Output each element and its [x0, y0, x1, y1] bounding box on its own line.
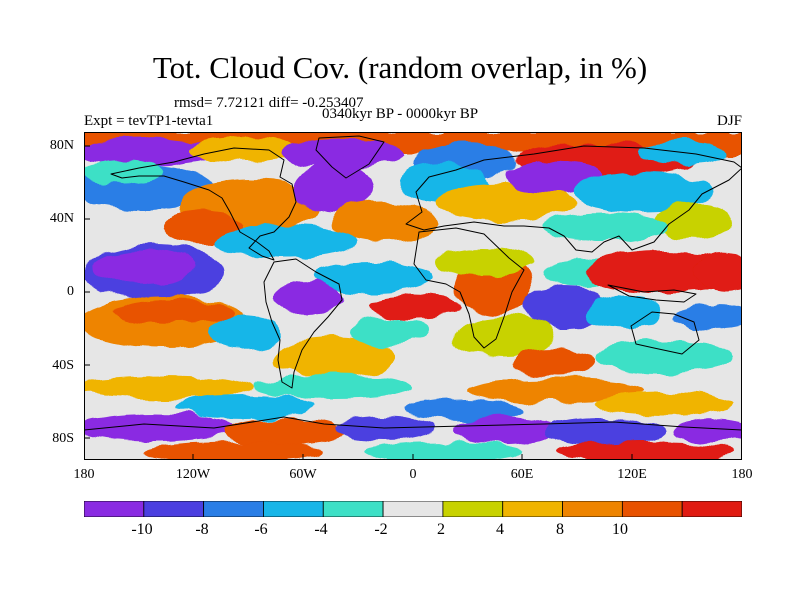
colorbar-swatch: [442, 501, 504, 517]
colorbar-swatch: [681, 501, 742, 517]
colorbar-label: 10: [612, 521, 628, 538]
colorbar-swatch: [382, 501, 444, 517]
colorbar-swatch: [263, 501, 324, 517]
rmsd-diff-stats: rmsd= 7.72121 diff= -0.253407: [174, 95, 364, 111]
indonesia-coast: [607, 284, 697, 303]
colorbar-label: -10: [131, 521, 153, 538]
colorbar-swatch: [84, 501, 145, 517]
colorbar-swatch: [562, 501, 623, 517]
africa-coast: [413, 227, 525, 349]
colorbar-swatch: [502, 501, 563, 517]
coastlines: [84, 135, 742, 431]
lat-tick-label: 0: [67, 284, 74, 299]
colorbar-label: 8: [556, 521, 564, 538]
colorbar-swatch: [322, 501, 384, 517]
lon-tick-label: 60E: [510, 467, 534, 482]
lat-tick-label: 40N: [49, 211, 74, 226]
plot-title: Tot. Cloud Cov. (random overlap, in %): [152, 50, 648, 85]
lon-tick-label: 60W: [289, 467, 317, 482]
colorbar: [84, 501, 742, 517]
colorbar-label: -8: [195, 521, 209, 538]
cloud-anomaly-field: [84, 132, 742, 460]
cloud-cover-map: [84, 132, 742, 460]
colorbar-label: 2: [437, 521, 445, 538]
colorbar-label: -2: [374, 521, 388, 538]
colorbar-swatch: [203, 501, 264, 517]
australia-coast: [630, 311, 700, 355]
colorbar-label: 4: [496, 521, 504, 538]
colorbar-label: -6: [254, 521, 268, 538]
axis-ticks: [84, 145, 633, 460]
lat-tick-label: 80S: [52, 431, 74, 446]
lon-tick-label: 120E: [617, 467, 647, 482]
experiment-label: Expt = tevTP1-tevta1: [84, 113, 214, 129]
time-period-label: 0340kyr BP - 0000kyr BP: [322, 106, 479, 122]
greenland-coast: [315, 135, 385, 179]
lon-tick-label: 180: [731, 467, 753, 482]
north-america-coast: [110, 147, 297, 261]
lon-tick-label: 180: [73, 467, 95, 482]
south-america-coast: [263, 258, 343, 389]
eurasia-coast: [405, 145, 742, 253]
season-label: DJF: [716, 113, 742, 129]
colorbar-label: -4: [314, 521, 328, 538]
lon-tick-label: 0: [409, 467, 417, 482]
colorbar-swatch: [143, 501, 205, 517]
lon-tick-label: 120W: [175, 467, 211, 482]
antarctica-coast: [84, 416, 742, 431]
lat-tick-label: 40S: [52, 358, 74, 373]
colorbar-swatch: [621, 501, 683, 517]
lat-tick-label: 80N: [49, 138, 74, 153]
